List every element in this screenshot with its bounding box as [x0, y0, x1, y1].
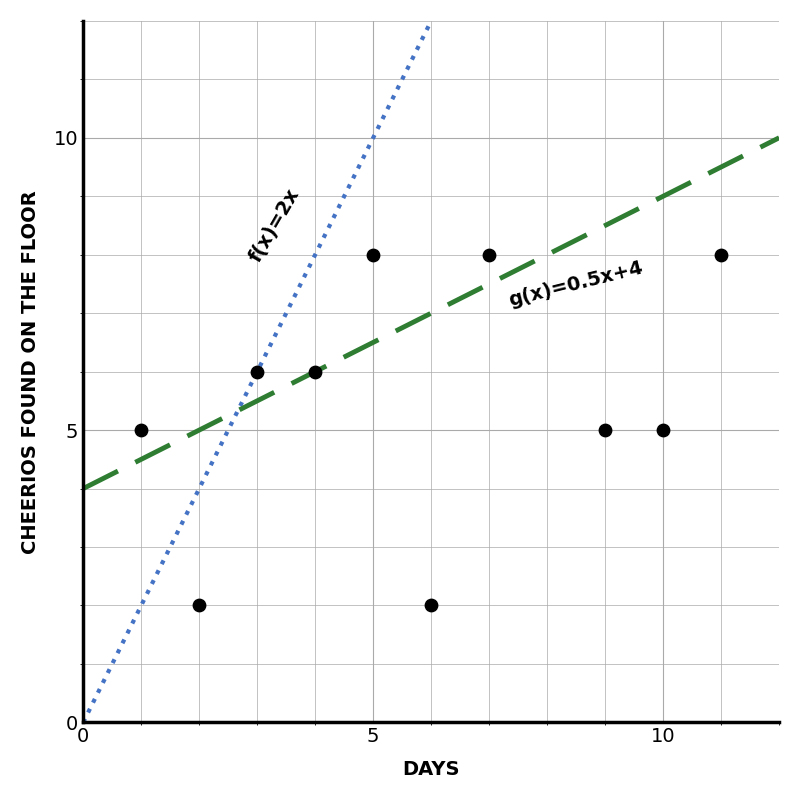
Point: [482, 248, 495, 261]
Point: [657, 424, 670, 437]
Point: [193, 599, 206, 612]
Point: [135, 424, 148, 437]
Point: [309, 366, 322, 378]
Point: [366, 248, 379, 261]
Point: [425, 599, 438, 612]
Point: [250, 366, 263, 378]
Y-axis label: CHEERIOS FOUND ON THE FLOOR: CHEERIOS FOUND ON THE FLOOR: [21, 190, 40, 554]
Point: [714, 248, 727, 261]
X-axis label: DAYS: DAYS: [402, 760, 460, 779]
Text: f(x)=2x: f(x)=2x: [246, 186, 303, 266]
Point: [598, 424, 611, 437]
Text: g(x)=0.5x+4: g(x)=0.5x+4: [507, 258, 646, 310]
